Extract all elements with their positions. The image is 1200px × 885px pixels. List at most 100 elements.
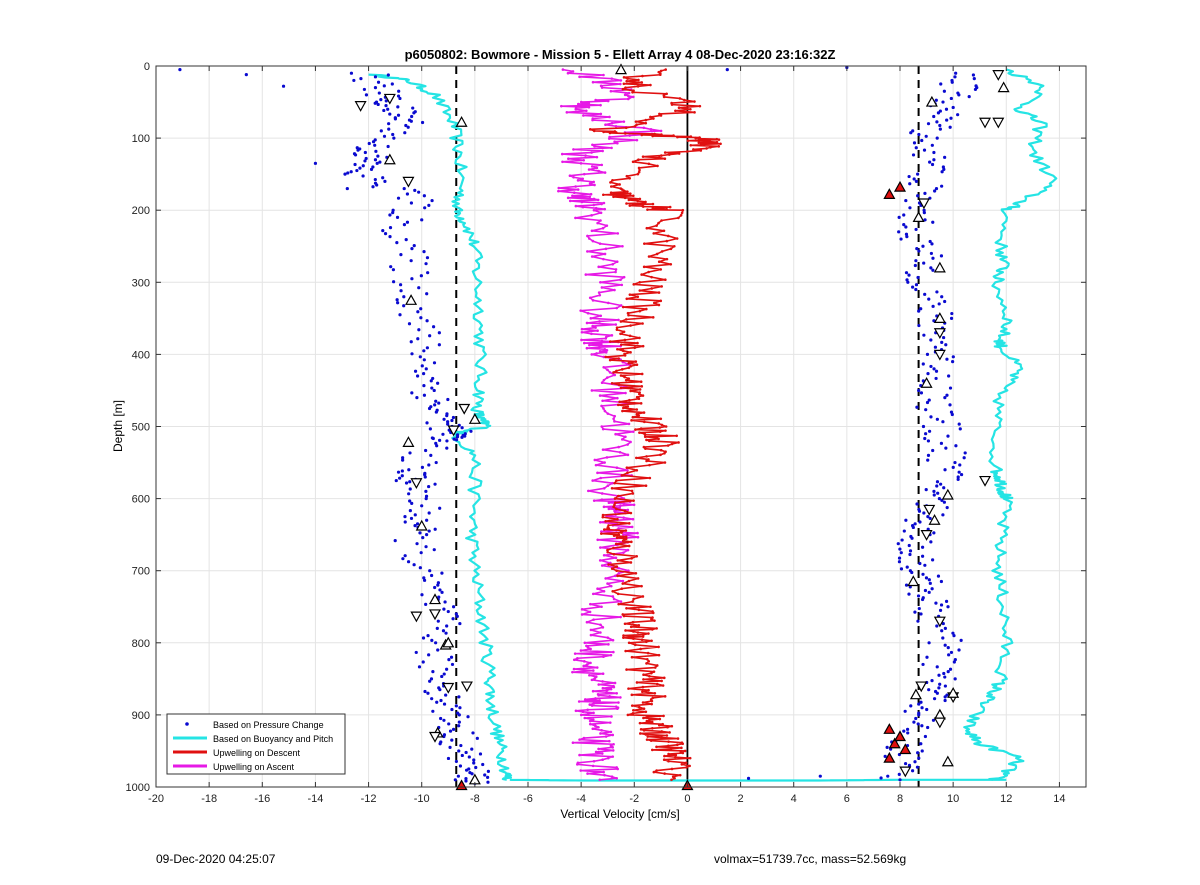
series-point-upwelling-descent: [625, 297, 629, 301]
series-point-upwelling-descent: [642, 411, 646, 414]
series-point-upwelling-descent: [697, 138, 700, 142]
series-point-upwelling-descent: [609, 185, 613, 188]
series-point-upwelling-descent: [617, 533, 621, 536]
series-point-upwelling-descent: [657, 645, 660, 649]
series-point-upwelling-descent: [625, 668, 628, 671]
series-point-upwelling-descent: [634, 643, 637, 647]
series-point-pressure-change: [394, 478, 398, 483]
series-point-pressure-change: [943, 299, 947, 304]
series-point-pressure-change: [957, 93, 961, 97]
series-point-pressure-change: [923, 588, 928, 593]
series-point-pressure-change: [897, 556, 902, 560]
series-point-pressure-change: [425, 533, 429, 537]
series-point-upwelling-ascent: [601, 149, 604, 153]
series-point-upwelling-descent: [620, 587, 624, 591]
series-point-pressure-change: [361, 164, 365, 168]
series-point-pressure-change: [919, 742, 923, 746]
series-point-upwelling-ascent: [600, 86, 604, 89]
series-point-upwelling-ascent: [592, 759, 596, 763]
series-point-upwelling-ascent: [594, 750, 598, 754]
series-point-upwelling-descent: [694, 136, 697, 140]
series-point-upwelling-ascent: [622, 551, 625, 554]
y-tick-label: 1000: [126, 782, 150, 794]
series-point-pressure-change: [425, 421, 429, 425]
series-point-upwelling-ascent: [621, 579, 625, 583]
series-point-pressure-change: [431, 376, 435, 381]
series-point-pressure-change: [460, 435, 464, 439]
series-point-upwelling-ascent: [600, 425, 604, 428]
series-point-pressure-change: [420, 218, 424, 222]
series-point-upwelling-descent: [689, 107, 692, 111]
series-point-upwelling-ascent: [599, 623, 602, 627]
series-point-upwelling-ascent: [585, 346, 589, 350]
series-point-pressure-change: [946, 646, 950, 650]
triangle-marker-ascent: [428, 609, 442, 621]
series-point-pressure-change: [395, 241, 399, 245]
series-point-upwelling-descent: [629, 192, 632, 196]
series-point-pressure-change: [349, 71, 354, 75]
series-point-pressure-change: [433, 527, 437, 531]
series-point-upwelling-descent: [626, 77, 629, 80]
series-point-upwelling-descent: [650, 287, 654, 290]
series-point-upwelling-ascent: [598, 559, 602, 562]
triangle-marker-ascent: [614, 63, 628, 75]
series-point-upwelling-ascent: [587, 489, 590, 493]
series-point-upwelling-ascent: [600, 752, 604, 755]
series-point-upwelling-descent: [666, 234, 670, 238]
series-point-upwelling-ascent: [592, 203, 596, 207]
series-point-upwelling-descent: [657, 653, 661, 657]
series-point-upwelling-descent: [638, 168, 641, 172]
series-point-pressure-change: [921, 572, 925, 576]
series-point-pressure-change: [405, 192, 410, 196]
series-point-upwelling-ascent: [635, 138, 639, 142]
series-point-pressure-change: [931, 558, 935, 562]
triangle-marker-ascent: [410, 478, 423, 489]
series-point-pressure-change: [926, 122, 931, 126]
series-point-pressure-change: [433, 403, 437, 407]
series-point-upwelling-descent: [615, 569, 618, 572]
series-point-upwelling-descent: [649, 83, 652, 87]
series-point-pressure-change: [935, 691, 939, 695]
series-point-upwelling-descent: [705, 147, 708, 150]
series-point-pressure-change: [896, 542, 900, 546]
x-tick-label: 2: [738, 793, 744, 805]
series-point-upwelling-descent: [689, 135, 693, 138]
series-point-upwelling-descent: [620, 531, 623, 534]
series-point-upwelling-ascent: [600, 729, 603, 732]
series-point-pressure-change: [928, 516, 932, 521]
series-point-upwelling-descent: [646, 735, 650, 738]
series-point-upwelling-ascent: [614, 432, 617, 436]
series-point-upwelling-descent: [632, 283, 636, 286]
series-point-pressure-change: [937, 673, 941, 677]
series-point-upwelling-descent: [631, 620, 635, 624]
series-point-pressure-change: [436, 581, 441, 585]
series-point-upwelling-descent: [649, 739, 653, 742]
series-point-pressure-change: [926, 458, 930, 462]
series-point-upwelling-descent: [644, 447, 647, 450]
series-point-pressure-change: [402, 223, 407, 227]
series-point-pressure-change: [934, 376, 938, 381]
series-point-upwelling-ascent: [587, 101, 591, 105]
series-point-pressure-change: [924, 408, 928, 412]
series-point-pressure-change: [417, 328, 421, 332]
series-point-upwelling-descent: [630, 655, 634, 659]
series-point-upwelling-ascent: [574, 185, 577, 188]
series-point-upwelling-descent: [659, 453, 662, 457]
series-point-upwelling-descent: [715, 137, 719, 141]
series-point-upwelling-ascent: [620, 283, 624, 287]
series-point-upwelling-descent: [640, 584, 643, 588]
series-point-upwelling-ascent: [580, 613, 584, 616]
series-point-upwelling-ascent: [617, 571, 621, 575]
series-point-pressure-change: [428, 569, 432, 573]
series-point-pressure-change: [409, 516, 414, 521]
series-point-upwelling-ascent: [586, 311, 590, 315]
series-point-pressure-change: [418, 531, 422, 535]
series-point-pressure-change: [907, 763, 912, 767]
triangle-marker-ascent: [460, 681, 473, 693]
series-point-upwelling-ascent: [590, 353, 594, 356]
series-point-upwelling-descent: [660, 285, 663, 288]
series-point-pressure-change: [926, 453, 931, 457]
series-point-pressure-change: [431, 436, 435, 441]
triangle-marker-ascent: [917, 198, 930, 210]
series-point-pressure-change: [427, 653, 431, 657]
